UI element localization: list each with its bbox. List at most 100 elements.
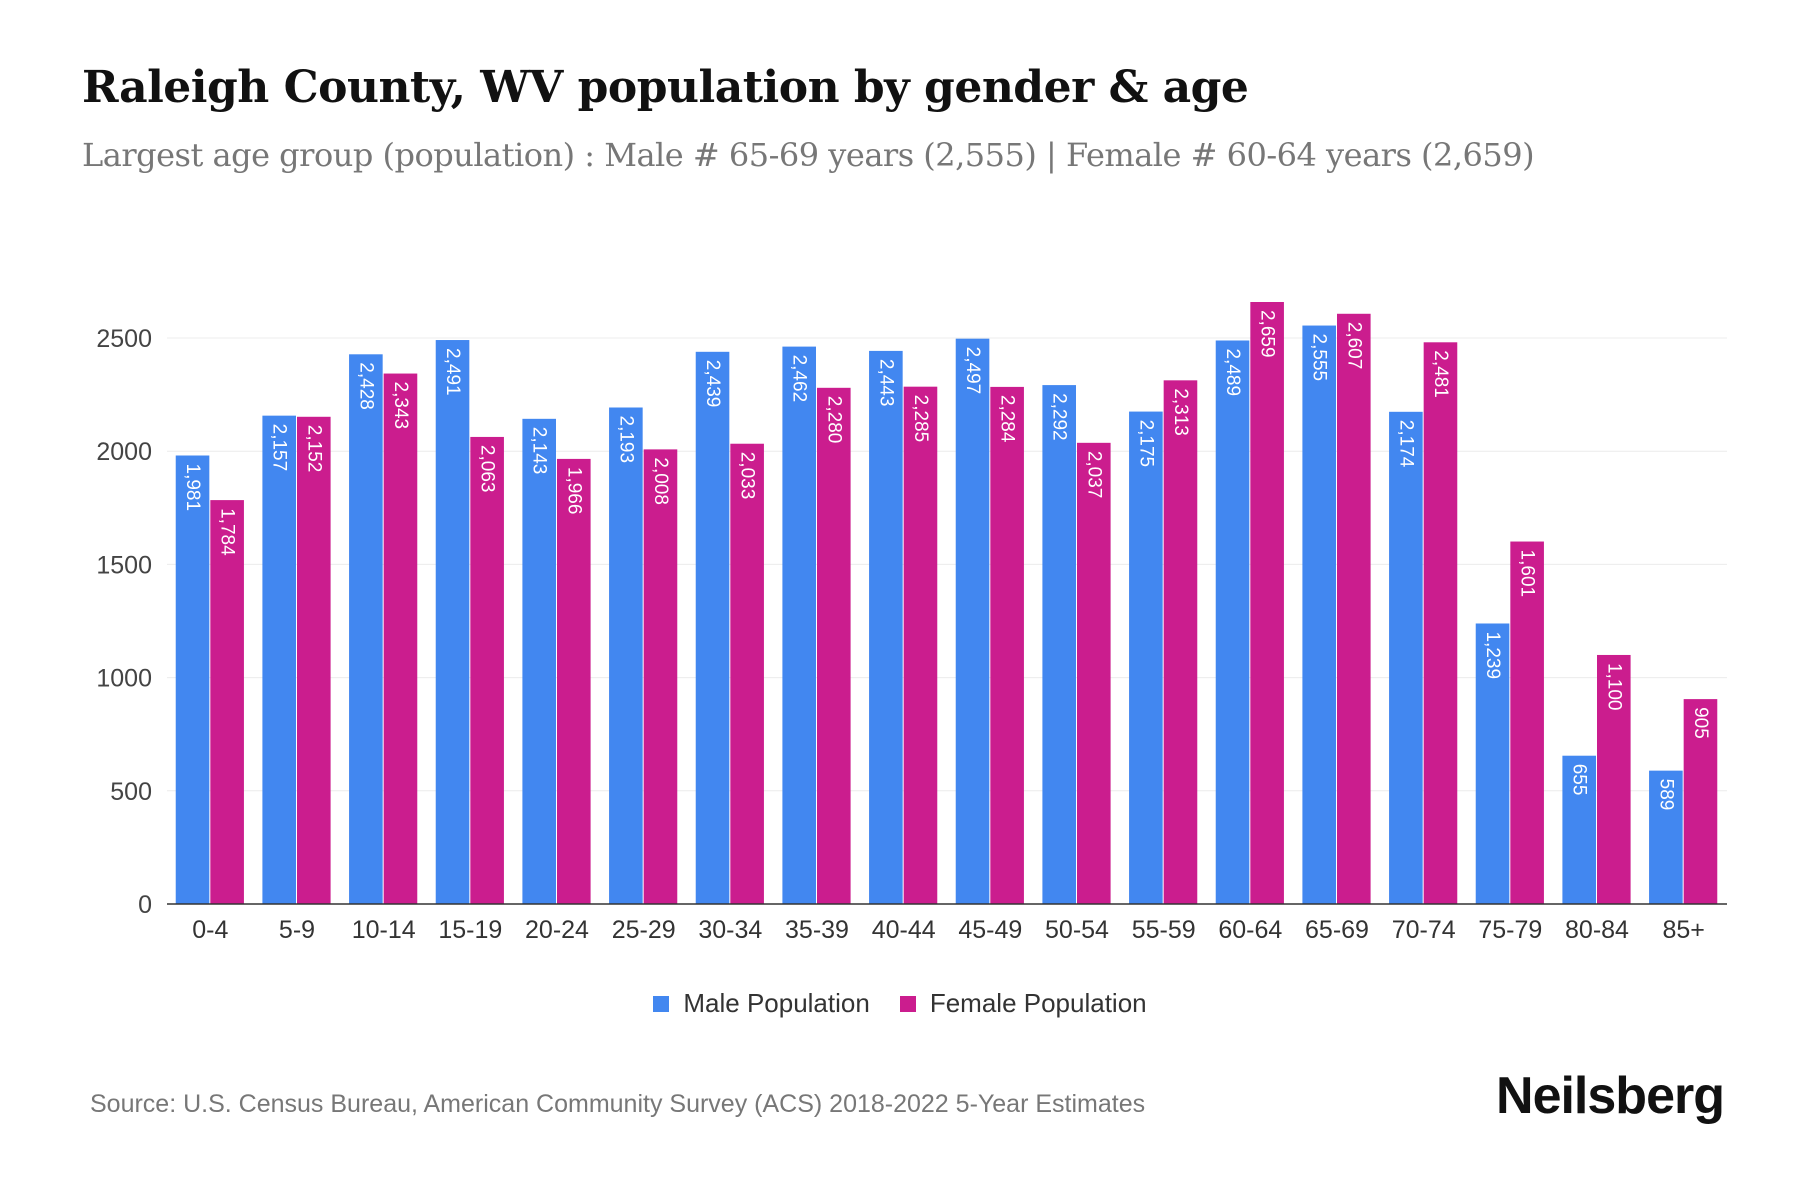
x-tick-label: 75-79 (1478, 916, 1542, 944)
bar-female (730, 443, 764, 904)
bar-male (349, 354, 383, 905)
bar-female (1337, 313, 1371, 904)
data-label: 2,152 (303, 425, 324, 473)
x-tick-label: 25-29 (612, 916, 676, 944)
data-label: 2,157 (269, 424, 290, 472)
bar-male (1129, 411, 1163, 904)
data-label: 2,443 (875, 359, 896, 407)
bar-female (1250, 302, 1284, 904)
legend: Male Population Female Population (0, 988, 1800, 1019)
data-label: 905 (1690, 707, 1711, 739)
data-label: 1,100 (1603, 663, 1624, 711)
y-tick-label: 0 (138, 891, 152, 919)
legend-label-male: Male Population (683, 988, 870, 1018)
data-label: 2,033 (737, 452, 758, 500)
bar-male (1475, 623, 1510, 904)
data-label: 2,008 (650, 457, 671, 505)
y-tick-label: 500 (110, 778, 152, 806)
bar-female (1510, 541, 1544, 904)
x-tick-label: 45-49 (958, 916, 1022, 944)
data-label: 2,481 (1430, 350, 1451, 398)
bar-male (782, 346, 816, 904)
x-tick-label: 60-64 (1218, 916, 1282, 944)
x-tick-label: 85+ (1662, 916, 1704, 944)
bar-male (609, 407, 643, 904)
data-label: 2,489 (1222, 348, 1243, 396)
bar-male (1389, 411, 1423, 904)
bar-female (470, 436, 504, 904)
data-label: 1,784 (217, 508, 238, 556)
x-tick-label: 5-9 (279, 916, 315, 944)
data-label: 2,343 (390, 382, 411, 430)
chart-title: Raleigh County, WV population by gender … (82, 62, 1249, 113)
bar-female (990, 386, 1024, 904)
data-label: 2,174 (1395, 420, 1416, 468)
x-tick-label: 30-34 (698, 916, 762, 944)
data-label: 2,439 (702, 360, 723, 408)
x-tick-label: 55-59 (1132, 916, 1196, 944)
legend-swatch-female (899, 995, 916, 1012)
bar-male (1302, 325, 1336, 905)
y-tick-label: 2000 (96, 438, 152, 466)
bar-female (817, 387, 851, 905)
y-tick-label: 2500 (96, 325, 152, 353)
data-label: 1,601 (1517, 550, 1538, 598)
bar-female (903, 386, 938, 904)
bar-female (643, 449, 678, 904)
legend-item-male: Male Population (653, 988, 870, 1019)
x-tick-label: 35-39 (785, 916, 849, 944)
neilsberg-logo: Neilsberg (1496, 1067, 1725, 1125)
bar-female (1077, 442, 1111, 904)
x-tick-label: 40-44 (872, 916, 936, 944)
data-label: 2,462 (789, 355, 810, 403)
data-label: 1,239 (1482, 631, 1503, 679)
bar-female (1683, 699, 1718, 904)
bar-male (262, 415, 296, 904)
legend-item-female: Female Population (899, 988, 1147, 1019)
data-label: 2,555 (1309, 334, 1330, 382)
y-tick-label: 1000 (96, 665, 152, 693)
x-tick-label: 70-74 (1392, 916, 1456, 944)
data-label: 2,063 (477, 445, 498, 493)
bar-male (695, 351, 730, 904)
data-label: 589 (1655, 779, 1676, 811)
legend-swatch-male (653, 995, 670, 1012)
legend-label-female: Female Population (929, 988, 1147, 1018)
x-tick-label: 0-4 (192, 916, 228, 944)
chart-subtitle: Largest age group (population) : Male # … (82, 136, 1535, 174)
x-tick-label: 15-19 (438, 916, 502, 944)
source-note: Source: U.S. Census Bureau, American Com… (90, 1090, 1146, 1118)
y-tick-label: 1500 (96, 551, 152, 579)
bar-female (1597, 654, 1631, 904)
bar-male (1215, 340, 1250, 905)
bar-female (1423, 342, 1458, 904)
data-label: 2,428 (355, 362, 376, 410)
bar-male (522, 418, 556, 904)
data-label: 2,607 (1343, 322, 1364, 370)
data-label: 2,175 (1135, 420, 1156, 468)
bar-male (869, 350, 903, 904)
bar-female (557, 458, 591, 904)
bar-female (1163, 380, 1198, 904)
data-label: 2,491 (442, 348, 463, 396)
x-tick-label: 80-84 (1565, 916, 1629, 944)
data-label: 2,313 (1170, 388, 1191, 436)
data-label: 2,285 (910, 395, 931, 443)
bar-female (297, 416, 331, 904)
bar-male (955, 338, 990, 904)
data-label: 2,143 (529, 427, 550, 475)
bar-female (383, 373, 418, 904)
bar-male (435, 340, 470, 904)
bar-male (1562, 755, 1596, 904)
x-tick-label: 10-14 (352, 916, 416, 944)
bar-male (175, 455, 210, 904)
data-label: 1,981 (182, 464, 203, 512)
data-label: 1,966 (563, 467, 584, 515)
data-label: 2,292 (1049, 393, 1070, 441)
data-label: 2,193 (615, 416, 636, 464)
x-tick-label: 65-69 (1305, 916, 1369, 944)
data-label: 2,037 (1083, 451, 1104, 499)
x-tick-label: 50-54 (1045, 916, 1109, 944)
data-label: 2,497 (962, 347, 983, 395)
